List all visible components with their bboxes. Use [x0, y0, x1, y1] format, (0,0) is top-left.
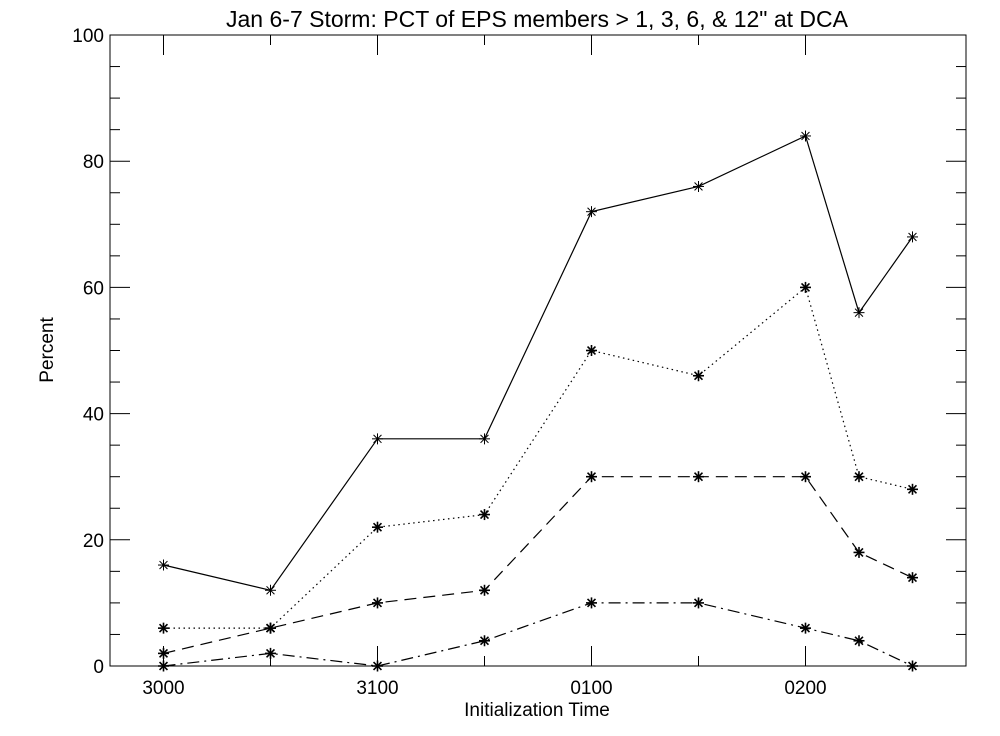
y-tick-label: 40 — [83, 405, 104, 426]
series-line-1 — [163, 135, 913, 591]
chart-title: Jan 6-7 Storm: PCT of EPS members > 1, 3… — [226, 6, 849, 32]
series-line-4 — [163, 602, 913, 667]
data-point — [265, 584, 276, 596]
x-tick-label: 3000 — [142, 678, 184, 699]
data-point — [853, 307, 865, 319]
data-point — [372, 521, 383, 533]
y-tick-label: 20 — [83, 531, 104, 552]
data-point — [853, 471, 865, 483]
data-point — [853, 546, 865, 558]
data-point — [800, 622, 811, 634]
data-point — [158, 660, 169, 672]
x-tick-label: 0200 — [784, 678, 826, 699]
data-point — [800, 281, 811, 293]
plot-frame — [109, 34, 967, 667]
data-point — [853, 635, 865, 647]
data-point — [265, 622, 276, 634]
series-lines — [163, 135, 913, 667]
data-point — [907, 231, 918, 243]
data-point — [907, 483, 918, 495]
data-point — [586, 345, 597, 356]
data-point — [586, 206, 597, 218]
data-point — [158, 559, 169, 571]
data-point — [479, 635, 490, 647]
data-point — [800, 471, 811, 483]
y-tick-label: 60 — [83, 278, 104, 299]
x-tick-label: 3100 — [356, 678, 398, 699]
data-point — [372, 597, 383, 609]
x-tick-label: 0100 — [570, 678, 612, 699]
y-tick-label: 0 — [93, 657, 104, 678]
data-point — [586, 597, 597, 609]
y-axis-label: Percent — [37, 317, 58, 383]
tick-labels: 0 20 40 60 80 100 3000 3100 0100 0200 — [72, 26, 826, 699]
data-point — [479, 584, 490, 596]
data-point — [158, 622, 169, 634]
y-tick-label: 100 — [72, 26, 104, 47]
data-point — [372, 660, 383, 672]
data-point — [158, 647, 169, 659]
data-point — [800, 130, 811, 142]
data-point — [479, 509, 490, 521]
x-axis-label: Initialization Time — [464, 700, 610, 721]
data-point — [693, 180, 704, 192]
data-point — [693, 370, 704, 382]
data-point — [479, 433, 490, 445]
data-point — [372, 433, 383, 445]
data-point — [693, 597, 704, 609]
series-line-2 — [163, 286, 913, 629]
data-point — [265, 647, 276, 659]
data-point — [586, 471, 597, 483]
data-markers — [158, 130, 918, 672]
data-point — [907, 660, 918, 672]
axis-ticks — [110, 34, 966, 667]
data-point — [693, 471, 704, 483]
data-point — [907, 572, 918, 584]
y-tick-label: 80 — [83, 152, 104, 173]
